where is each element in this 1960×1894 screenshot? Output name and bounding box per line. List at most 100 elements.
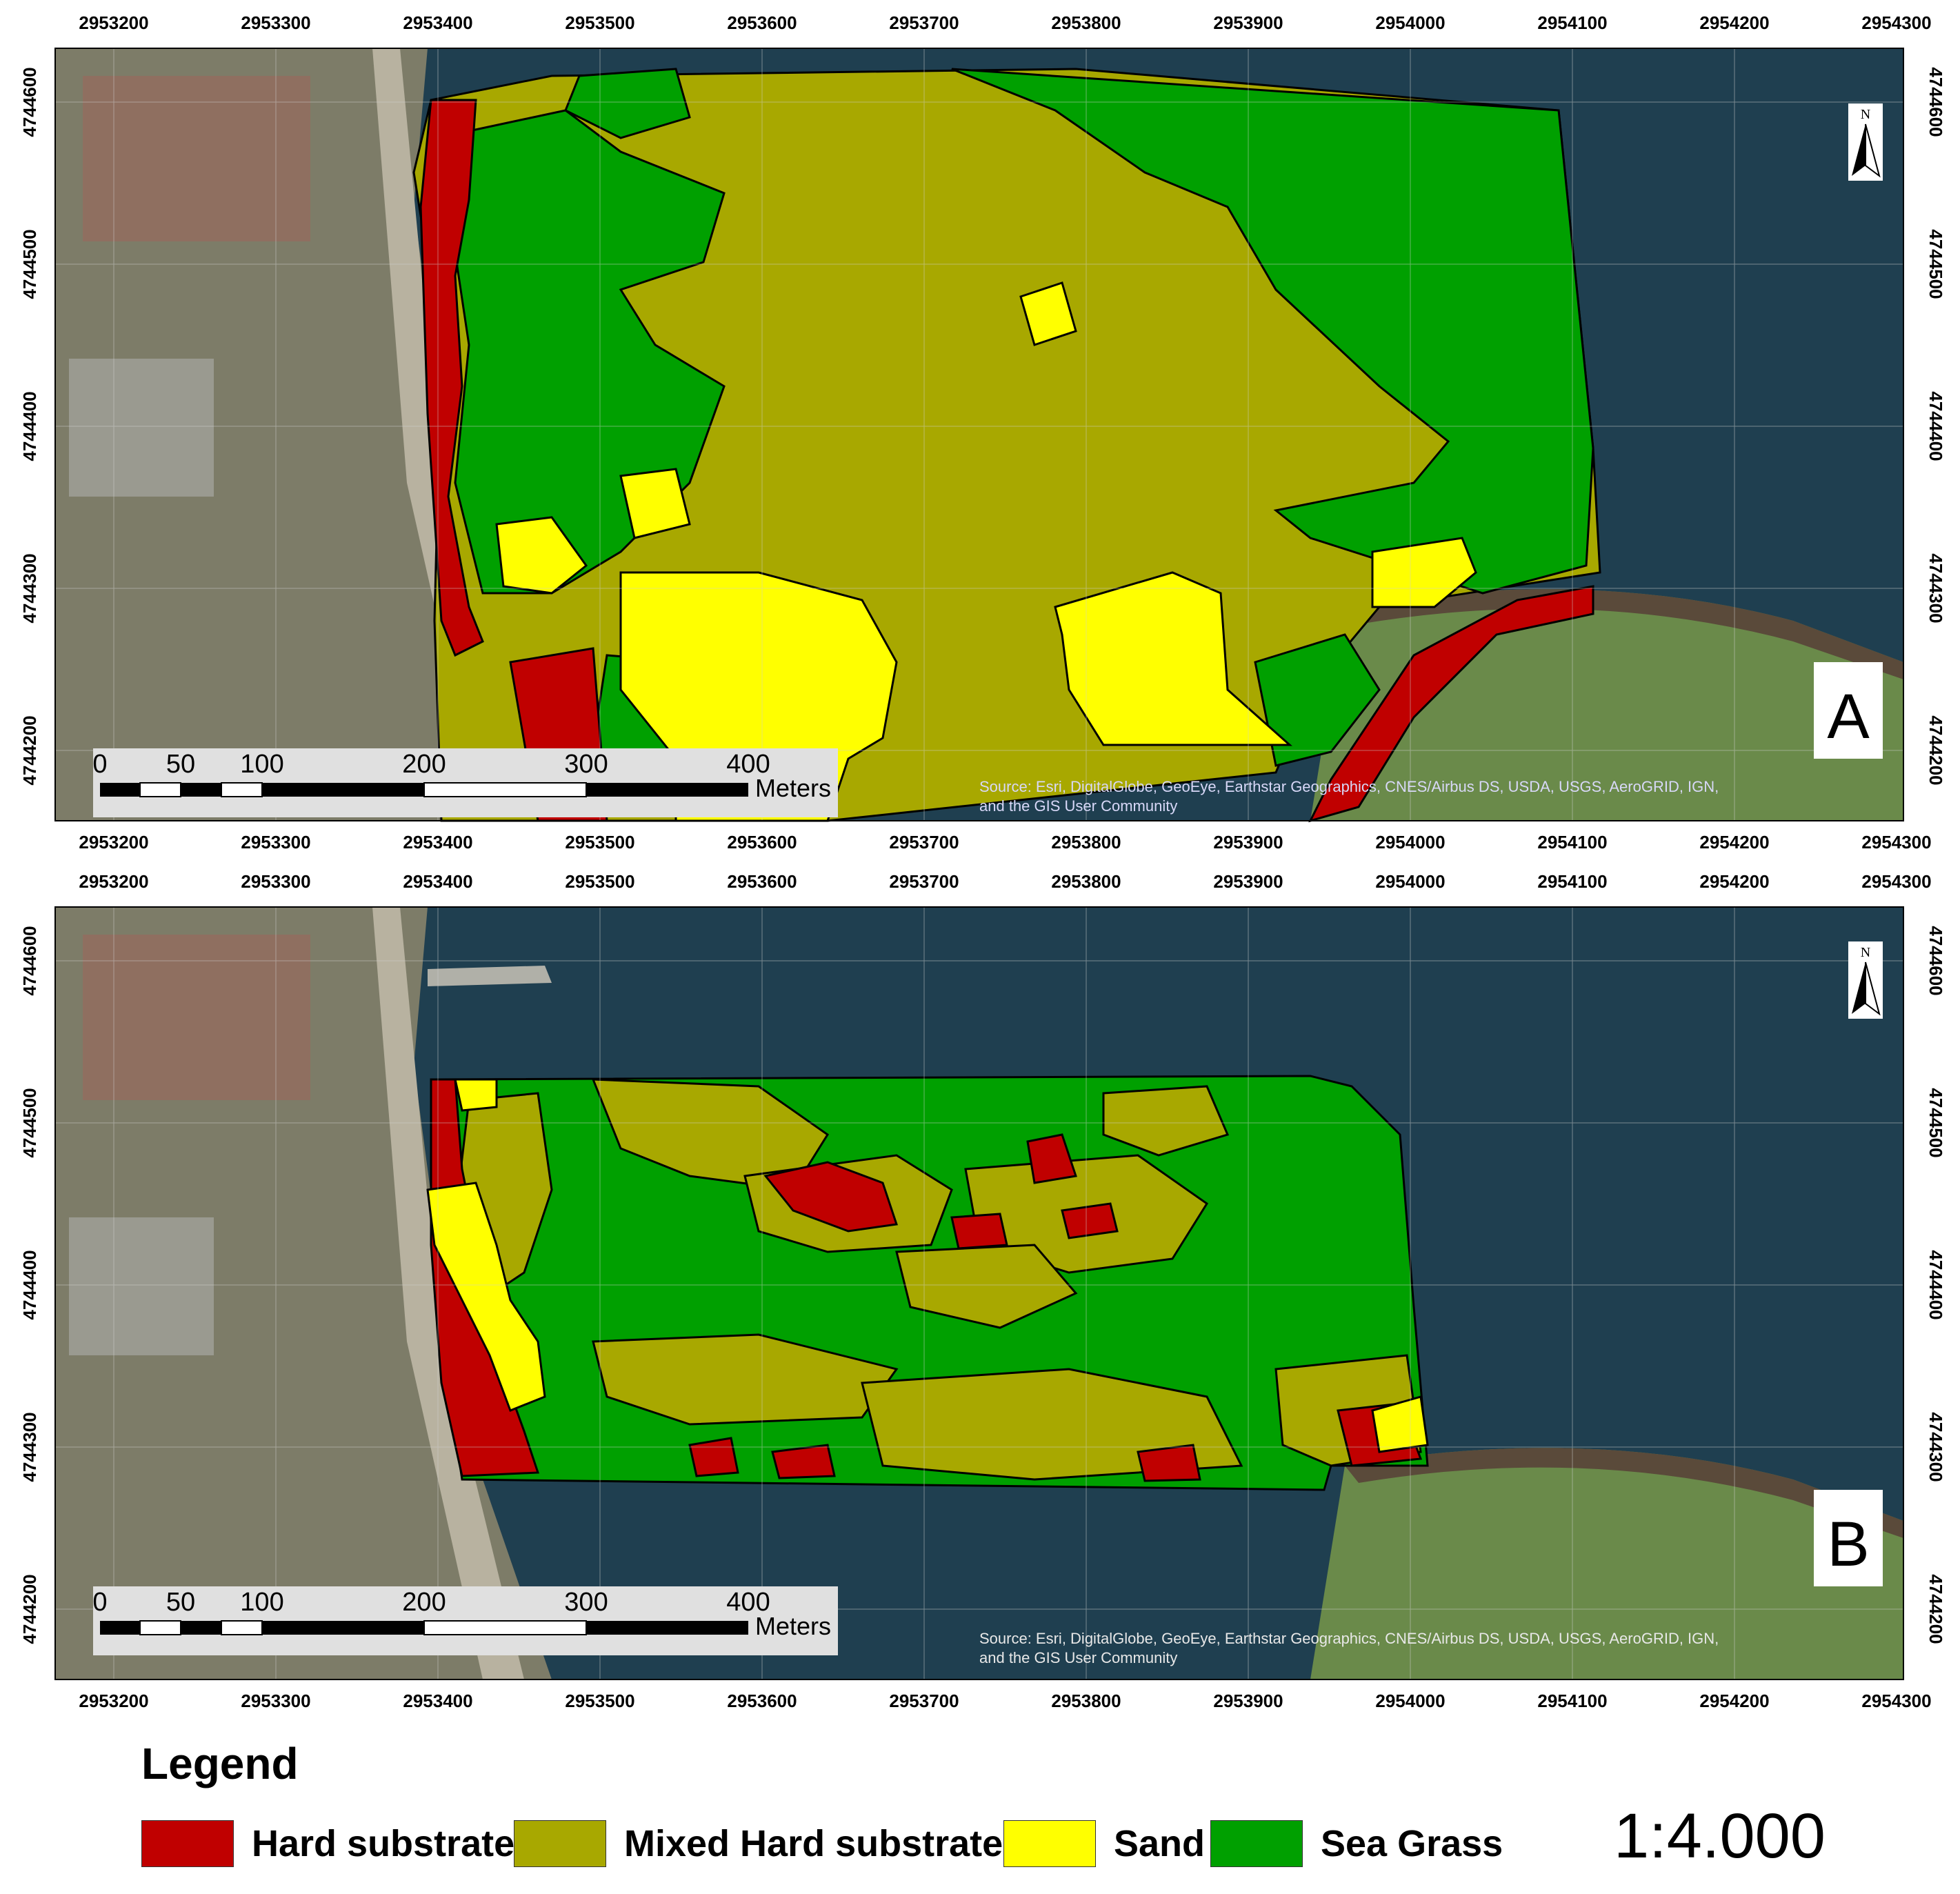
graticule-b [55,907,1903,1679]
hard-substrate-patch [1061,1202,1119,1239]
hard-substrate-patch [1026,1133,1077,1184]
legend-item-hard-substrate: Hard substrate [141,1820,514,1868]
y-tick: 4744400 [19,1250,40,1319]
y-tick: 4744600 [19,67,40,137]
y-tick: 4744600 [1926,67,1946,137]
y-tick: 4744300 [19,553,40,623]
x-tick: 2954100 [1537,1691,1607,1711]
y-tick: 4744200 [19,1574,40,1644]
attribution-b: Source: Esri, DigitalGlobe, GeoEye, Eart… [979,1630,1719,1666]
y-axis-left-a: 4744600 4744500 4744400 4744300 4744200 [19,67,40,785]
pier [428,966,552,986]
hard-substrate-west [419,99,484,657]
sand-region-west [426,1182,546,1412]
x-tick: 2953500 [565,1691,634,1711]
x-tick: 2953600 [727,1691,797,1711]
y-tick: 4744200 [1926,1574,1946,1644]
coastal-road [372,907,524,1679]
x-tick: 2953400 [403,832,472,853]
attribution-line2: and the GIS User Community [979,1649,1177,1666]
y-tick: 4744400 [19,391,40,461]
attribution-line1: Source: Esri, DigitalGlobe, GeoEye, Eart… [979,778,1719,795]
legend-label: Sand [1114,1823,1206,1864]
headland [1310,1448,1903,1679]
attribution-a: Source: Esri, DigitalGlobe, GeoEye, Eart… [979,778,1719,815]
x-tick: 2954100 [1537,832,1607,853]
scale-ratio: 1:4.000 [1614,1801,1826,1871]
y-tick: 4744500 [1926,229,1946,299]
legend-item-mixed-hard-substrate: Mixed Hard substrate [514,1820,1003,1868]
legend-item-sand: Sand [1003,1820,1205,1868]
x-tick: 2953700 [889,871,959,892]
x-axis-top-b: 2953200 2953300 2953400 2953500 2953600 … [79,871,1931,892]
x-tick: 2954200 [1699,12,1769,33]
y-tick: 4744500 [19,1088,40,1157]
scale-tick: 50 [166,1588,195,1617]
x-tick: 2954300 [1861,832,1931,853]
industrial-building [83,935,310,1100]
x-tick: 2954300 [1861,1691,1931,1711]
x-axis-bottom-a: 2953200 2953300 2953400 2953500 2953600 … [79,832,1931,853]
x-tick: 2954000 [1375,871,1445,892]
x-tick: 2954200 [1699,832,1769,853]
sand-patch-west-2 [619,468,691,539]
warehouse [69,1217,214,1355]
x-tick: 2953500 [565,871,634,892]
x-tick: 2953400 [403,12,472,33]
sand-patch-west [495,516,588,595]
x-tick: 2954300 [1861,871,1931,892]
attribution-line2: and the GIS User Community [979,797,1177,815]
scale-unit: Meters [755,774,831,802]
mixed-patch [1102,1085,1230,1157]
x-tick: 2954000 [1375,1691,1445,1711]
x-tick: 2953200 [79,871,148,892]
x-tick: 2953900 [1213,1691,1283,1711]
legend-swatch-mixed [514,1820,606,1867]
x-tick: 2953700 [889,12,959,33]
legend-label: Hard substrate [252,1823,515,1864]
x-tick: 2953900 [1213,832,1283,853]
scale-tick: 200 [402,750,446,779]
coastal-road [372,48,524,821]
sand-patch-mid [1019,281,1077,346]
y-tick: 4744200 [1926,715,1946,785]
y-tick: 4744600 [19,926,40,995]
legend-swatch-hard [141,1820,234,1867]
x-tick: 2954300 [1861,12,1931,33]
scale-tick: 300 [564,750,608,779]
x-tick: 2953500 [565,12,634,33]
x-tick: 2953900 [1213,871,1283,892]
x-axis-bottom-b: 2953200 2953300 2953400 2953500 2953600 … [79,1691,1931,1711]
scale-tick: 400 [726,750,770,779]
scale-tick: 200 [402,1588,446,1617]
hard-substrate-patch [763,1161,898,1233]
legend: Legend Hard substrate Mixed Hard substra… [0,1717,1960,1894]
headland-rocks [1345,1448,1903,1538]
attribution-line1: Source: Esri, DigitalGlobe, GeoEye, Eart… [979,1630,1719,1647]
y-tick: 4744600 [1926,926,1946,995]
headland-rocks [1345,589,1903,679]
x-tick: 2954000 [1375,832,1445,853]
sea-grass-region-east [951,68,1594,595]
hard-substrate-patch [771,1444,836,1479]
x-tick: 2953300 [241,871,310,892]
x-tick: 2953300 [241,832,310,853]
x-tick: 2953700 [889,832,959,853]
y-tick: 4744200 [19,715,40,785]
map-panel-a: 2953200 2953300 2953400 2953500 2953600 … [0,0,1960,859]
x-tick: 2953200 [79,12,148,33]
y-axis-right-b: 4744600 4744500 4744400 4744300 4744200 [1926,926,1946,1644]
map-frame-a [54,48,1904,821]
x-tick: 2953200 [79,832,148,853]
y-axis-right-a: 4744600 4744500 4744400 4744300 4744200 [1926,67,1946,785]
north-arrow-icon: N [1848,103,1883,181]
hard-substrate-southeast [1308,585,1594,823]
y-tick: 4744500 [19,229,40,299]
legend-swatch-sand [1003,1820,1096,1867]
sand-region-center [1054,571,1292,746]
scale-tick: 100 [240,750,283,779]
x-axis-top-a: 2953200 2953300 2953400 2953500 2953600 … [79,12,1931,33]
y-tick: 4744300 [19,1412,40,1482]
x-tick: 2953500 [565,832,634,853]
x-tick: 2953800 [1051,871,1121,892]
